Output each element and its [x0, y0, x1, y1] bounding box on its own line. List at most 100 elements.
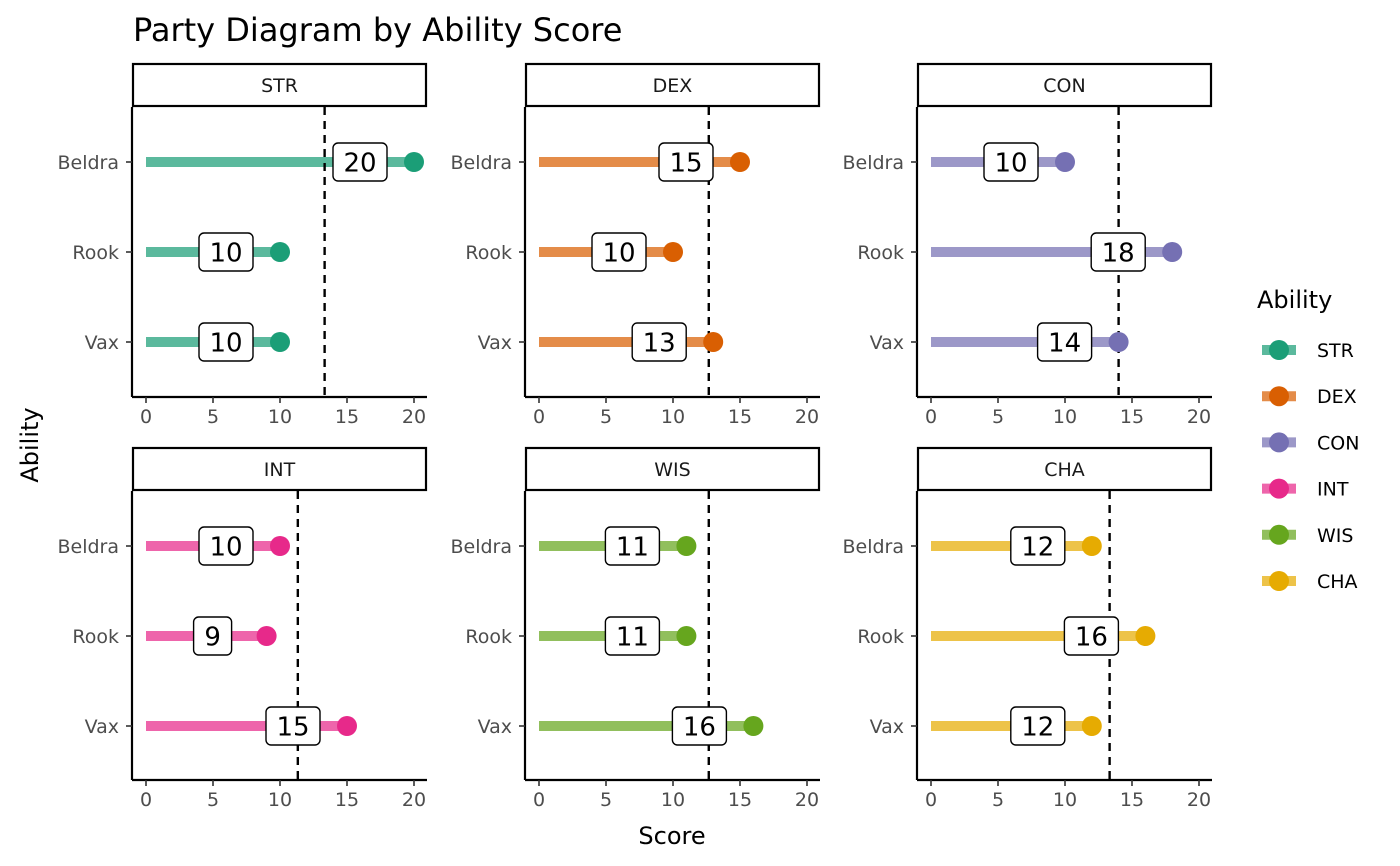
data-label: 20	[343, 149, 376, 179]
y-tick-label: Rook	[857, 626, 904, 648]
legend-key-point	[1269, 432, 1289, 453]
data-label: 11	[616, 623, 649, 653]
data-label: 18	[1102, 239, 1135, 269]
data-label-box	[1036, 322, 1093, 362]
y-tick-label: Rook	[72, 242, 119, 264]
x-tick-label: 5	[600, 789, 612, 811]
x-tick-label: 20	[1187, 789, 1211, 811]
data-label-box	[192, 616, 233, 656]
x-tick-label: 0	[925, 789, 937, 811]
y-tick-label: Vax	[870, 332, 904, 354]
facet-str: STR 0 5 10 15 20 Beldra Rook Vax 20 10 10	[57, 62, 428, 428]
data-label-box	[265, 706, 321, 746]
lollipop-point	[743, 716, 764, 736]
data-label: 14	[1048, 329, 1081, 359]
data-label: 15	[669, 149, 702, 179]
x-tick-label: 5	[992, 406, 1004, 428]
lollipop-point	[1081, 536, 1102, 556]
data-label: 9	[204, 623, 221, 653]
y-tick-label: Beldra	[450, 536, 512, 558]
x-tick-label: 0	[140, 406, 152, 428]
facet-cha: CHA 0 5 10 15 20 Beldra Rook Vax 12 16 12	[842, 446, 1213, 811]
y-tick-label: Rook	[72, 626, 119, 648]
data-label-box	[983, 142, 1039, 182]
data-label: 10	[994, 149, 1027, 179]
legend-title: Ability	[1257, 286, 1332, 314]
legend-item-con: CON	[1262, 432, 1359, 454]
data-label-box	[631, 322, 687, 362]
facet-strip	[131, 446, 428, 492]
data-label: 10	[209, 329, 242, 359]
facet-strip-label: DEX	[653, 75, 693, 97]
data-label-box	[198, 232, 254, 272]
x-tick-label: 5	[207, 406, 219, 428]
x-axis-title: Score	[638, 822, 705, 850]
x-tick-label: 15	[1120, 789, 1144, 811]
data-label-box	[332, 142, 388, 182]
legend-label: STR	[1317, 340, 1354, 362]
data-label-box	[198, 322, 254, 362]
lollipop-point	[676, 536, 697, 556]
lollipop-point	[1108, 332, 1129, 352]
y-tick-label: Beldra	[842, 536, 904, 558]
legend-label: CHA	[1317, 571, 1358, 593]
lollipop-point	[337, 716, 357, 736]
data-label: 11	[616, 533, 649, 563]
lollipop-point	[1081, 716, 1102, 736]
x-tick-label: 10	[268, 789, 292, 811]
y-tick-label: Vax	[85, 716, 119, 738]
lollipop-point	[404, 152, 424, 172]
x-tick-label: 20	[402, 789, 426, 811]
data-label: 16	[1075, 623, 1108, 653]
x-tick-label: 0	[140, 789, 152, 811]
legend-label: WIS	[1317, 525, 1353, 547]
x-tick-label: 5	[992, 789, 1004, 811]
facet-strip-label: INT	[264, 459, 296, 481]
facet-strip-label: WIS	[654, 459, 690, 481]
legend-key-point	[1269, 524, 1289, 545]
legend-item-int: INT	[1262, 478, 1349, 501]
legend-label: DEX	[1317, 386, 1357, 408]
lollipop-point	[730, 152, 750, 172]
data-label: 13	[643, 329, 676, 359]
legend-key-point	[1269, 340, 1289, 360]
data-label-box	[604, 616, 661, 656]
x-tick-label: 5	[600, 406, 612, 428]
data-label-box	[198, 526, 254, 566]
data-label-box	[604, 526, 661, 566]
y-tick-label: Rook	[465, 626, 512, 648]
lollipop-point	[270, 536, 290, 556]
data-label: 10	[602, 239, 635, 269]
x-tick-label: 10	[661, 406, 685, 428]
legend-item-dex: DEX	[1262, 386, 1357, 408]
lollipop-point	[270, 332, 290, 352]
chart-title: Party Diagram by Ability Score	[133, 11, 622, 49]
facet-con: CON 0 5 10 15 20 Beldra Rook Vax 10 18 14	[842, 62, 1213, 428]
y-tick-label: Vax	[85, 332, 119, 354]
legend-label: INT	[1317, 479, 1349, 501]
x-tick-label: 0	[533, 406, 545, 428]
y-tick-label: Vax	[478, 716, 512, 738]
lollipop-point	[663, 242, 683, 262]
data-label-box	[671, 706, 728, 746]
x-tick-label: 10	[1053, 406, 1077, 428]
legend-label: CON	[1317, 432, 1359, 454]
x-tick-label: 20	[795, 406, 819, 428]
legend-key-point	[1269, 571, 1289, 591]
data-label: 15	[276, 713, 309, 743]
data-label-box	[1010, 526, 1066, 566]
data-label: 10	[209, 239, 242, 269]
legend-item-str: STR	[1262, 340, 1354, 362]
y-tick-label: Rook	[465, 242, 512, 264]
lollipop-point	[676, 626, 697, 646]
facet-strip-label: CHA	[1044, 459, 1085, 481]
x-tick-label: 10	[1053, 789, 1077, 811]
lollipop-point	[1055, 152, 1075, 172]
y-axis-title: Ability	[16, 407, 44, 482]
data-label: 12	[1021, 713, 1054, 743]
facet-strip-label: STR	[261, 75, 298, 97]
y-tick-label: Beldra	[842, 152, 904, 174]
facet-strip-label: CON	[1043, 75, 1085, 97]
x-tick-label: 15	[335, 406, 359, 428]
